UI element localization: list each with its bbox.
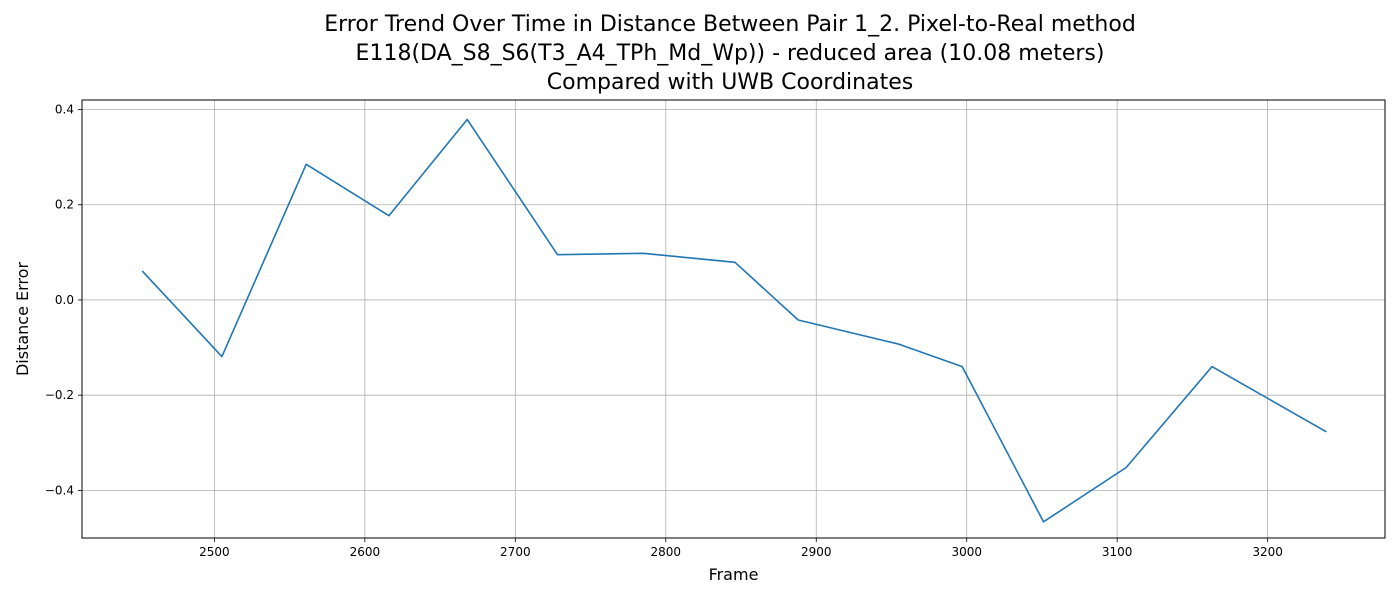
series-group [141,118,1327,523]
x-tick-label: 2700 [500,545,531,559]
plot-frame [81,99,1386,539]
chart-title-line-3: Compared with UWB Coordinates [546,70,914,95]
x-tick-label: 2900 [801,545,832,559]
chart-title: Error Trend Over Time in Distance Betwee… [0,10,1400,97]
axis-ticks: 2500 2600 2700 2800 2900 3000 3100 3200 −0.4 −0.2… [45,103,1283,559]
x-tick-label: 3200 [1252,545,1283,559]
y-tick-label: −0.2 [45,388,74,402]
chart-title-line-1: Error Trend Over Time in Distance Betwee… [324,12,1136,37]
x-tick-label: 3100 [1102,545,1133,559]
grid-lines [82,100,1385,538]
x-tick-label: 2600 [350,545,381,559]
x-tick-label: 2800 [651,545,682,559]
x-axis-label: Frame [709,565,759,584]
y-tick-label: 0.2 [55,198,74,212]
y-tick-label: −0.4 [45,483,74,497]
y-tick-label: 0.0 [55,293,74,307]
series-line-0 [141,118,1327,523]
y-axis-label: Distance Error [13,262,32,376]
chart-title-line-2: E118(DA_S8_S6(T3_A4_TPh_Md_Wp)) - reduce… [355,41,1105,66]
x-tick-label: 2500 [199,545,230,559]
y-tick-label: 0.4 [55,103,74,117]
x-tick-label: 3000 [951,545,982,559]
